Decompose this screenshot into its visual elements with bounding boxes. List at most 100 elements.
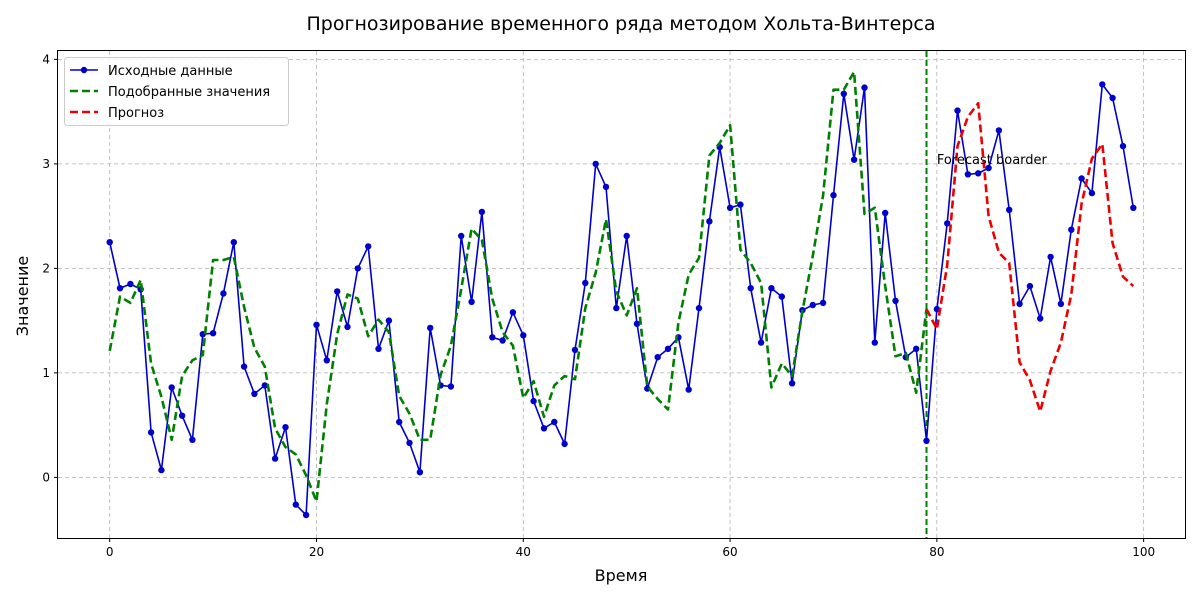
- data-point: [1078, 175, 1085, 182]
- data-point: [1130, 204, 1137, 211]
- data-point: [1109, 94, 1116, 102]
- data-point: [706, 218, 713, 225]
- data-point: [189, 436, 196, 443]
- legend: Исходные данные Подобранные значения Прогн…: [64, 57, 289, 126]
- data-point: [654, 354, 661, 361]
- x-tick-label: 40: [516, 545, 531, 559]
- data-point: [551, 418, 558, 426]
- data-point: [447, 383, 455, 390]
- y-tick-label: 4: [42, 52, 50, 66]
- data-point: [240, 363, 248, 370]
- data-point: [788, 380, 796, 387]
- data-point: [509, 309, 517, 316]
- y-tick-label: 2: [42, 261, 50, 275]
- data-point: [1006, 206, 1013, 213]
- data-point: [975, 170, 982, 177]
- chart-title: Прогнозирование временного ряда методом …: [307, 13, 936, 35]
- y-tick-label: 1: [42, 366, 50, 380]
- series-line-1: [108, 83, 1135, 516]
- data-point: [158, 466, 165, 474]
- data-point: [292, 501, 299, 508]
- data-point: [1119, 142, 1127, 150]
- x-axis-label: Время: [595, 566, 648, 585]
- data-point: [344, 323, 351, 331]
- data-point: [530, 397, 537, 405]
- data-point: [809, 301, 816, 309]
- data-point: [871, 339, 878, 346]
- data-point: [850, 156, 858, 163]
- data-point: [954, 107, 961, 114]
- data-point: [1099, 81, 1106, 88]
- data-point: [1016, 300, 1023, 308]
- data-point: [571, 346, 579, 354]
- data-point: [1057, 300, 1065, 308]
- data-point: [416, 469, 424, 476]
- data-point: [458, 232, 465, 240]
- data-point: [468, 298, 475, 305]
- data-point: [1088, 189, 1096, 197]
- data-point: [116, 285, 124, 292]
- data-point: [540, 425, 548, 432]
- data-point: [623, 232, 630, 240]
- data-point: [985, 164, 992, 172]
- data-point: [385, 317, 393, 324]
- data-point: [582, 279, 589, 287]
- x-tick-label: 60: [722, 545, 737, 559]
- y-axis-label: Значение: [13, 256, 32, 337]
- data-point: [375, 345, 382, 352]
- data-point: [168, 384, 175, 391]
- data-point: [747, 285, 754, 292]
- data-point: [964, 171, 972, 178]
- data-point: [261, 382, 268, 389]
- data-point: [396, 418, 403, 426]
- series-line-2: [108, 70, 928, 503]
- data-point: [478, 208, 486, 216]
- data-point: [427, 324, 434, 332]
- data-point: [406, 439, 413, 447]
- data-point: [230, 239, 237, 246]
- data-point: [354, 265, 361, 272]
- series-line-3: [925, 102, 1135, 413]
- data-point: [861, 84, 868, 91]
- forecast-border-annotation: Forecast boarder: [937, 153, 1048, 168]
- data-point: [933, 305, 941, 313]
- legend-marker: [80, 66, 88, 74]
- data-point: [561, 440, 568, 448]
- legend-items: Исходные данные Подобранные значения Прогн…: [70, 64, 270, 121]
- data-point: [106, 239, 113, 246]
- data-point: [768, 285, 775, 292]
- data-point: [695, 304, 703, 312]
- y-tick-label: 0: [42, 470, 50, 484]
- data-point: [944, 220, 951, 227]
- x-tick-label: 100: [1132, 545, 1155, 559]
- data-point: [1068, 226, 1075, 233]
- data-point: [1047, 253, 1054, 261]
- data-point: [685, 386, 692, 393]
- data-point: [323, 357, 330, 364]
- data-point: [819, 299, 827, 307]
- data-point: [209, 330, 217, 337]
- data-point: [334, 288, 341, 295]
- legend-label-3: Прогноз: [108, 106, 164, 121]
- data-point: [365, 243, 372, 250]
- data-point: [520, 332, 527, 339]
- data-point: [737, 201, 744, 208]
- tick-layer: 0 20 40 60 80 100 0 1 2 3 4: [42, 52, 1155, 559]
- data-point: [913, 345, 920, 352]
- data-point: [892, 297, 899, 304]
- data-point: [499, 337, 506, 344]
- data-point: [726, 204, 734, 211]
- data-point: [923, 437, 930, 444]
- data-point: [178, 412, 186, 419]
- y-tick-label: 3: [42, 157, 50, 171]
- legend-label-2: Подобранные значения: [108, 85, 270, 100]
- data-point: [830, 192, 837, 199]
- x-tick-label: 80: [929, 545, 944, 559]
- data-point: [757, 339, 765, 346]
- data-point: [282, 424, 289, 431]
- data-point: [489, 334, 496, 341]
- data-point: [778, 293, 785, 300]
- data-point: [995, 127, 1003, 134]
- x-tick-label: 20: [309, 545, 324, 559]
